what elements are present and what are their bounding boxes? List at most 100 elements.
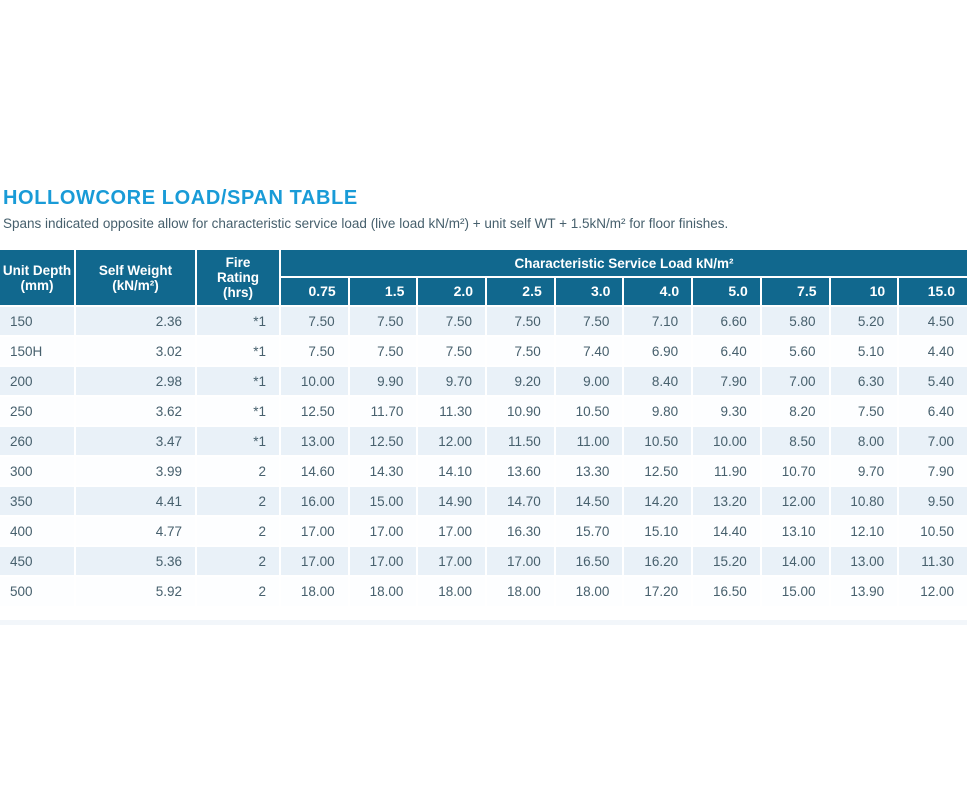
load-value-cell: 7.50 (485, 305, 555, 336)
load-value-cell: 15.00 (347, 485, 418, 516)
load-column-header: 2.0 (416, 277, 487, 306)
load-value-cell: 9.80 (622, 395, 693, 426)
load-value-cell: 17.00 (485, 545, 555, 576)
load-value-cell: 18.00 (416, 575, 487, 606)
load-value-cell: 7.50 (416, 305, 487, 336)
load-value-cell: 11.30 (416, 395, 487, 426)
load-value-cell: 7.50 (279, 335, 349, 366)
column-header-unit: (hrs) (223, 285, 253, 300)
load-value-cell: 16.30 (485, 515, 555, 546)
fire-rating-cell: *1 (195, 365, 280, 396)
load-value-cell: 9.50 (897, 485, 967, 516)
load-value-cell: 8.20 (759, 395, 830, 426)
column-header-line: Rating (217, 270, 259, 285)
load-value-cell: 13.20 (691, 485, 761, 516)
self-weight-cell: 2.36 (74, 305, 196, 336)
table-row: 250 3.62 *1 12.50 11.70 11.30 10.90 10.50 9.80 9.… (0, 395, 967, 426)
load-value-cell: 5.80 (759, 305, 830, 336)
load-value-cell: 5.60 (759, 335, 830, 366)
fire-rating-cell: *1 (195, 425, 280, 456)
load-value-cell: 4.50 (897, 305, 967, 336)
fire-rating-cell: *1 (195, 395, 280, 426)
load-value-cell: 7.50 (553, 305, 624, 336)
fire-rating-cell: 2 (195, 545, 280, 576)
load-value-cell: 4.40 (897, 335, 967, 366)
load-value-cell: 18.00 (485, 575, 555, 606)
load-value-cell: 10.80 (828, 485, 899, 516)
column-header-unit: (kN/m²) (112, 277, 159, 293)
self-weight-cell: 5.92 (74, 575, 196, 606)
table-row: 350 4.41 2 16.00 15.00 14.90 14.70 14.50 14.20 13… (0, 485, 967, 516)
load-value-cell: 16.50 (553, 545, 624, 576)
load-value-cell: 17.00 (416, 545, 487, 576)
load-column-header: 7.5 (759, 277, 830, 306)
table-bottom-edge (0, 620, 967, 625)
column-header-unit: (mm) (20, 277, 54, 293)
load-value-cell: 10.70 (759, 455, 830, 486)
load-value-cell: 17.00 (279, 515, 349, 546)
fire-rating-cell: *1 (195, 305, 280, 336)
load-value-cell: 6.40 (691, 335, 761, 366)
self-weight-cell: 3.99 (74, 455, 196, 486)
load-value-cell: 14.90 (416, 485, 487, 516)
load-column-header: 5.0 (691, 277, 761, 306)
table-row: 400 4.77 2 17.00 17.00 17.00 16.30 15.70 15.10 14… (0, 515, 967, 546)
table-row: 150H 3.02 *1 7.50 7.50 7.50 7.50 7.40 6.90 6.40 5.… (0, 335, 967, 366)
header-row-load-values: 0.75 1.5 2.0 2.5 3.0 4.0 5.0 7.5 10 15.0 (0, 277, 967, 306)
load-value-cell: 16.00 (279, 485, 349, 516)
unit-depth-cell: 260 (0, 425, 75, 456)
column-header-line: Unit Depth (2, 262, 72, 278)
load-value-cell: 18.00 (279, 575, 349, 606)
load-value-cell: 15.20 (691, 545, 761, 576)
fire-rating-cell: 2 (195, 485, 280, 516)
load-value-cell: 6.40 (897, 395, 967, 426)
load-value-cell: 10.50 (622, 425, 693, 456)
load-value-cell: 10.00 (691, 425, 761, 456)
load-column-header: 10 (828, 277, 899, 306)
unit-depth-cell: 200 (0, 365, 75, 396)
load-value-cell: 12.50 (622, 455, 693, 486)
load-value-cell: 14.40 (691, 515, 761, 546)
load-value-cell: 5.40 (897, 365, 967, 396)
load-value-cell: 14.10 (416, 455, 487, 486)
self-weight-cell: 3.47 (74, 425, 196, 456)
load-value-cell: 10.50 (553, 395, 624, 426)
load-value-cell: 10.50 (897, 515, 967, 546)
load-value-cell: 7.50 (828, 395, 899, 426)
load-value-cell: 11.30 (897, 545, 967, 576)
load-value-cell: 7.50 (279, 305, 349, 336)
page-title: HOLLOWCORE LOAD/SPAN TABLE (3, 187, 358, 209)
table-header: Unit Depth (mm) Self Weight (kN/m²) Fire… (0, 250, 967, 306)
load-value-cell: 14.50 (553, 485, 624, 516)
load-value-cell: 6.30 (828, 365, 899, 396)
column-header-self-weight: Self Weight (kN/m²) (74, 250, 196, 306)
fire-rating-cell: 2 (195, 575, 280, 606)
load-value-cell: 10.00 (279, 365, 349, 396)
self-weight-cell: 4.41 (74, 485, 196, 516)
load-value-cell: 7.00 (759, 365, 830, 396)
self-weight-cell: 5.36 (74, 545, 196, 576)
unit-depth-cell: 300 (0, 455, 75, 486)
load-value-cell: 8.50 (759, 425, 830, 456)
column-header-line: Self Weight (98, 262, 173, 278)
load-value-cell: 9.70 (828, 455, 899, 486)
load-value-cell: 13.00 (279, 425, 349, 456)
load-value-cell: 17.00 (347, 545, 418, 576)
load-value-cell: 9.70 (416, 365, 487, 396)
fire-rating-cell: 2 (195, 515, 280, 546)
load-value-cell: 16.50 (691, 575, 761, 606)
load-value-cell: 14.30 (347, 455, 418, 486)
load-value-cell: 18.00 (347, 575, 418, 606)
load-value-cell: 5.10 (828, 335, 899, 366)
load-value-cell: 7.10 (622, 305, 693, 336)
load-value-cell: 17.00 (279, 545, 349, 576)
fire-rating-cell: *1 (195, 335, 280, 366)
fire-rating-cell: 2 (195, 455, 280, 486)
column-group-header-service-load: Characteristic Service Load kN/m² (279, 250, 967, 278)
unit-depth-cell: 500 (0, 575, 75, 606)
load-value-cell: 10.90 (485, 395, 555, 426)
load-value-cell: 7.50 (416, 335, 487, 366)
load-value-cell: 8.40 (622, 365, 693, 396)
load-value-cell: 15.70 (553, 515, 624, 546)
